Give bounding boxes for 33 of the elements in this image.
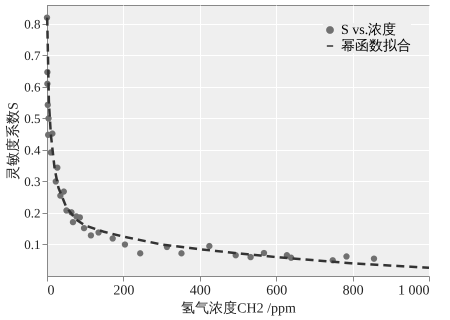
y-tick-label: 0.4 [24, 142, 41, 158]
point [76, 214, 84, 221]
y-tick-label: 0.2 [24, 205, 40, 220]
x-tick-label: 0 [48, 284, 54, 298]
point [206, 242, 213, 250]
point [70, 218, 76, 226]
x-axis-title: 氢气浓度CH2 /ppm [181, 300, 296, 316]
y-tick-label: 0.5 [24, 110, 40, 126]
y-axis-title: 灵敏度系数S [5, 102, 22, 180]
y-tick-label: 0.7 [24, 48, 41, 63]
x-tick-label: 1 000 [398, 284, 430, 298]
point [122, 241, 128, 248]
point [88, 232, 94, 239]
y-tick-label: 0.3 [24, 174, 40, 189]
point [110, 235, 116, 242]
x-tick-label: 200 [113, 284, 134, 298]
point [137, 250, 144, 256]
point [260, 250, 268, 256]
legend-label: S vs.浓度 [341, 22, 396, 38]
x-tick-label: 600 [266, 284, 288, 298]
x-tick-label: 800 [342, 284, 364, 298]
point [45, 115, 52, 122]
x-tick-label: 400 [190, 284, 211, 298]
y-tick-label: 0.8 [24, 16, 40, 32]
y-tick-label: 0.1 [24, 236, 40, 252]
point [60, 188, 67, 195]
legend-label: 幂函数拟合 [341, 38, 411, 54]
point [343, 253, 350, 260]
y-tick-label: 0.6 [24, 79, 41, 94]
point [178, 250, 185, 256]
point [247, 254, 254, 260]
point [370, 256, 378, 262]
point [80, 224, 88, 232]
